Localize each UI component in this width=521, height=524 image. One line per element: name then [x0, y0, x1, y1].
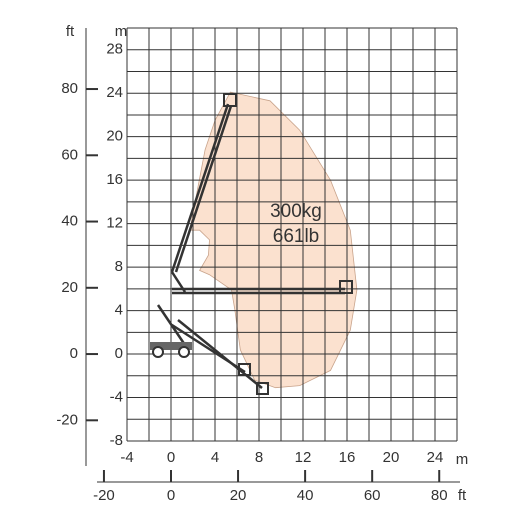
- platform: [339, 280, 353, 294]
- platform: [223, 93, 237, 107]
- y-unit: m: [115, 23, 128, 40]
- y-unit-left: ft: [66, 23, 75, 40]
- x-tick-label: 12: [295, 449, 312, 466]
- upper-boom-2: [174, 105, 233, 273]
- ft-y-tick-label: 20: [61, 279, 78, 296]
- x-unit: m: [456, 451, 469, 468]
- x-tick-label: 20: [383, 449, 400, 466]
- capacity-lb: 661lb: [273, 226, 320, 247]
- x-tick-label: 0: [167, 449, 175, 466]
- x-tick-label: -4: [120, 449, 133, 466]
- y-tick-label: 24: [106, 84, 123, 101]
- x-unit-bottom: ft: [458, 487, 467, 504]
- ft-x-tick-label: -20: [93, 487, 115, 504]
- upper-boom: [170, 103, 230, 273]
- riser: [156, 304, 187, 346]
- jib: [170, 271, 187, 293]
- y-tick-label: -8: [110, 432, 123, 449]
- capacity-kg: 300kg: [270, 201, 322, 222]
- platform: [256, 382, 269, 395]
- y-tick-label: 0: [115, 345, 123, 362]
- lower-boom-2: [171, 323, 246, 374]
- y-tick-label: 28: [106, 41, 123, 58]
- ft-x-tick-label: 60: [364, 487, 381, 504]
- chassis: [150, 342, 192, 350]
- working-envelope: [189, 91, 358, 389]
- y-tick-label: 16: [106, 171, 123, 188]
- ft-y-tick-label: 80: [61, 80, 78, 97]
- ft-y-tick-label: 0: [70, 345, 78, 362]
- ft-x-tick-label: 20: [230, 487, 247, 504]
- ft-y-tick-label: -20: [56, 411, 78, 428]
- x-tick-label: 16: [339, 449, 356, 466]
- y-tick-label: 12: [106, 215, 123, 232]
- y-tick-label: 4: [115, 302, 123, 319]
- lower-boom: [177, 319, 263, 389]
- x-tick-label: 24: [427, 449, 444, 466]
- y-tick-label: 20: [106, 128, 123, 145]
- ft-y-tick-label: 40: [61, 213, 78, 230]
- x-tick-label: 8: [255, 449, 263, 466]
- x-tick-label: 4: [211, 449, 219, 466]
- y-tick-label: -4: [110, 388, 123, 405]
- platform: [238, 363, 251, 376]
- envelope-layer: [189, 91, 358, 389]
- wheel: [178, 346, 190, 358]
- ft-x-tick-label: 80: [431, 487, 448, 504]
- boom-lift: [150, 93, 353, 395]
- grid-layer: [126, 27, 458, 442]
- ft-y-tick-label: 60: [61, 146, 78, 163]
- y-tick-label: 8: [115, 258, 123, 275]
- wheel: [152, 346, 164, 358]
- ft-x-tick-label: 0: [167, 487, 175, 504]
- ft-x-tick-label: 40: [297, 487, 314, 504]
